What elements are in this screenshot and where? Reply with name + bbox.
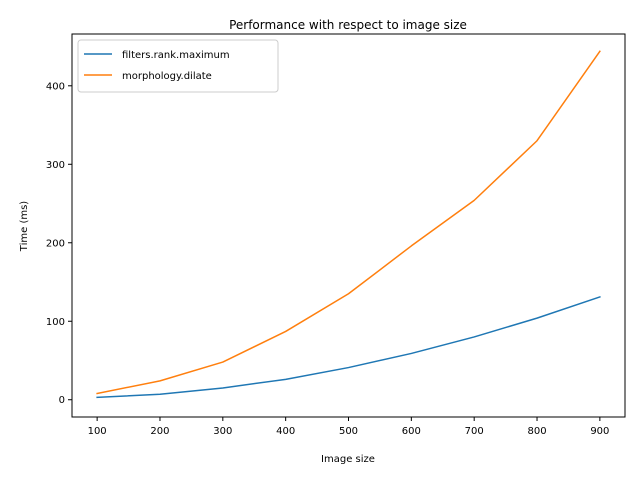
x-tick-label: 300 bbox=[213, 426, 232, 437]
chart-title: Performance with respect to image size bbox=[229, 18, 467, 32]
series-layer bbox=[96, 50, 601, 399]
x-tick-label: 200 bbox=[150, 426, 169, 437]
x-tick-label: 100 bbox=[88, 426, 107, 437]
x-tick-label: 900 bbox=[590, 426, 609, 437]
x-tick-label: 800 bbox=[527, 426, 546, 437]
series-line-2 bbox=[96, 50, 601, 395]
x-tick-label: 700 bbox=[465, 426, 484, 437]
legend-label: morphology.dilate bbox=[122, 71, 212, 82]
x-axis-ticks: 100 200 300 400 500 600 700 800 900 bbox=[88, 417, 609, 437]
y-tick-label: 100 bbox=[46, 317, 65, 328]
y-tick-label: 0 bbox=[59, 395, 65, 406]
x-tick-label: 600 bbox=[402, 426, 421, 437]
series-line-1 bbox=[96, 295, 601, 399]
legend: filters.rank.maximum morphology.dilate bbox=[77, 39, 279, 93]
y-tick-label: 300 bbox=[46, 160, 65, 171]
x-axis-label: Image size bbox=[321, 454, 375, 465]
y-axis-label: Time (ms) bbox=[19, 201, 30, 253]
x-tick-label: 500 bbox=[339, 426, 358, 437]
y-tick-label: 200 bbox=[46, 238, 65, 249]
x-tick-label: 400 bbox=[276, 426, 295, 437]
y-axis-ticks: 0 100 200 300 400 bbox=[46, 81, 72, 406]
legend-label: filters.rank.maximum bbox=[122, 50, 230, 61]
legend-box bbox=[77, 39, 279, 93]
y-tick-label: 400 bbox=[46, 81, 65, 92]
